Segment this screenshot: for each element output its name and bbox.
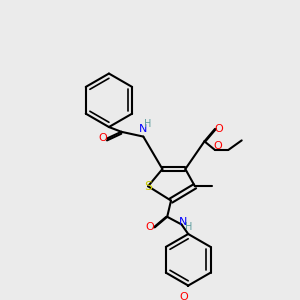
Text: O: O [214, 124, 223, 134]
Text: H: H [185, 222, 193, 232]
Text: O: O [213, 141, 222, 151]
Text: O: O [146, 222, 154, 232]
Text: O: O [179, 292, 188, 300]
Text: O: O [99, 134, 108, 143]
Text: N: N [179, 217, 188, 226]
Text: H: H [144, 119, 152, 129]
Text: S: S [144, 180, 152, 193]
Text: N: N [139, 124, 148, 134]
